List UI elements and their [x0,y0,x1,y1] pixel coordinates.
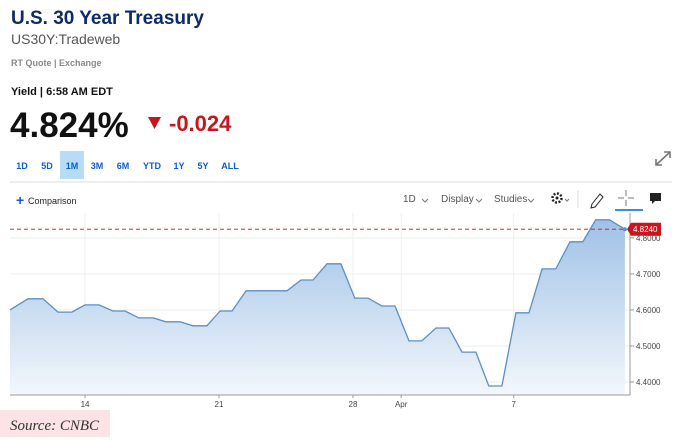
range-button[interactable]: 3M [91,161,104,171]
chart: 4.4000 4.5000 4.6000 4.7000 4.8000 14 21 28 Apr 7… [9,213,661,409]
last-value-box [627,222,661,236]
y-tick-label: 4.5000 [636,342,661,351]
down-arrow [148,117,161,129]
y-tick-label: 4.7000 [636,270,661,279]
last-value-label: 4.8240 [633,225,658,234]
range-button[interactable]: ALL [221,161,239,171]
source-badge [0,410,110,437]
chevron [527,198,535,203]
quote-type: RT Quote | Exchange [11,58,102,68]
range-button[interactable]: 5D [41,161,53,171]
range-button[interactable]: 1Y [173,161,184,171]
comment-icon[interactable] [650,193,661,204]
display-button[interactable]: Display [441,194,474,205]
studies-button[interactable]: Studies [494,194,527,205]
chevron [475,198,483,203]
y-tick-label: 4.4000 [636,378,661,387]
source: Source: CNBC [10,418,100,434]
last-value-dot [622,227,627,232]
settings-icon[interactable] [551,192,570,204]
range-button[interactable]: 1M [66,161,79,171]
plus-icon: + [16,192,24,208]
area [10,219,625,395]
expand-icon[interactable] [655,151,671,166]
x-tick-label: 7 [511,400,516,409]
title: U.S. 30 Year Treasury [11,8,204,29]
range-button[interactable]: 1D [16,161,28,171]
draw-icon[interactable] [590,193,604,209]
x-tick-label: 14 [81,400,90,409]
range-bar: 1D 5D 1M 3M 6M YTD 1Y 5Y ALL [16,151,239,179]
symbol: US30Y:Tradeweb [11,31,120,47]
comparison-button[interactable]: Comparison [28,196,77,206]
x-tick-label: 28 [349,400,358,409]
y-tick-label: 4.8000 [636,234,661,243]
line [9,219,626,387]
range-highlight [60,151,84,179]
price: 4.824% [10,106,129,145]
quote-label: Yield | 6:58 AM EDT [11,86,113,98]
y-tick-label: 4.6000 [636,306,661,315]
range-button[interactable]: YTD [143,161,162,171]
x-tick-label: Apr [395,400,408,409]
range-button[interactable]: 6M [117,161,130,171]
x-tick-label: 21 [215,400,224,409]
interval-button[interactable]: 1D [403,194,416,205]
range-button[interactable]: 5Y [197,161,208,171]
crosshair-icon[interactable] [618,190,634,206]
change: -0.024 [169,111,232,136]
chevron [421,198,429,203]
